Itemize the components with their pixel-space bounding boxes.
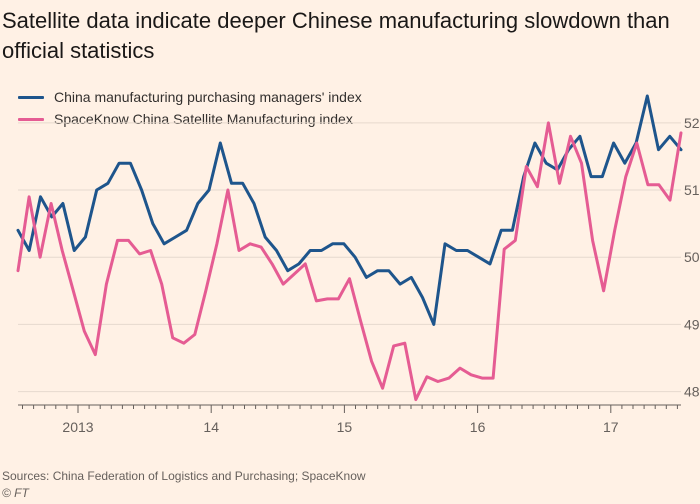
x-tick-label-17: 17 [603, 419, 619, 435]
legend-swatch-pmi [18, 95, 44, 99]
series-line-satellite [16, 121, 683, 402]
legend-item-pmi: China manufacturing purchasing managers'… [18, 86, 362, 108]
x-tick-label-2013: 2013 [62, 419, 93, 435]
x-tick-label-15: 15 [337, 419, 353, 435]
chart-title: Satellite data indicate deeper Chinese m… [2, 8, 670, 63]
legend-label-pmi: China manufacturing purchasing managers'… [54, 89, 362, 105]
copyright: © FT [2, 486, 29, 500]
source-note: Sources: China Federation of Logistics a… [2, 469, 366, 483]
legend-swatch-satellite [18, 117, 44, 121]
y-tick-label-48: 48 [684, 384, 700, 400]
series-line-pmi [16, 94, 683, 326]
y-tick-label-49: 49 [684, 316, 700, 332]
x-tick-label-16: 16 [470, 419, 486, 435]
y-tick-label-50: 50 [684, 249, 700, 265]
y-tick-label-51: 51 [684, 182, 700, 198]
y-tick-label-52: 52 [684, 115, 700, 131]
x-tick-label-14: 14 [203, 419, 219, 435]
